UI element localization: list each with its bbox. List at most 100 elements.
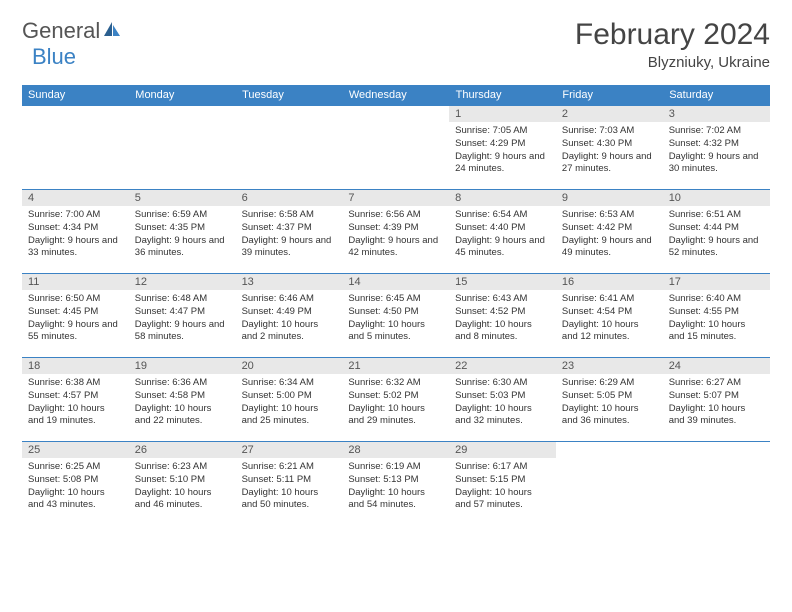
daylight-line: Daylight: 9 hours and 58 minutes.	[135, 319, 230, 345]
daylight-line: Daylight: 10 hours and 19 minutes.	[28, 403, 123, 429]
col-header: Thursday	[449, 85, 556, 106]
day-body: Sunrise: 6:50 AMSunset: 4:45 PMDaylight:…	[22, 290, 129, 347]
col-header: Monday	[129, 85, 236, 106]
daylight-line: Daylight: 10 hours and 50 minutes.	[242, 487, 337, 513]
sunset-line: Sunset: 5:08 PM	[28, 474, 123, 487]
calendar-cell: 3Sunrise: 7:02 AMSunset: 4:32 PMDaylight…	[663, 106, 770, 190]
page-title: February 2024	[575, 18, 770, 52]
daylight-line: Daylight: 9 hours and 55 minutes.	[28, 319, 123, 345]
sunset-line: Sunset: 4:54 PM	[562, 306, 657, 319]
daylight-line: Daylight: 10 hours and 32 minutes.	[455, 403, 550, 429]
sunset-line: Sunset: 4:35 PM	[135, 222, 230, 235]
daylight-line: Daylight: 9 hours and 42 minutes.	[348, 235, 443, 261]
daylight-line: Daylight: 9 hours and 49 minutes.	[562, 235, 657, 261]
day-body: Sunrise: 6:54 AMSunset: 4:40 PMDaylight:…	[449, 206, 556, 263]
sunrise-line: Sunrise: 6:29 AM	[562, 377, 657, 390]
calendar-cell	[22, 106, 129, 190]
sunset-line: Sunset: 4:29 PM	[455, 138, 550, 151]
sunset-line: Sunset: 4:45 PM	[28, 306, 123, 319]
sunrise-line: Sunrise: 6:25 AM	[28, 461, 123, 474]
day-body: Sunrise: 6:51 AMSunset: 4:44 PMDaylight:…	[663, 206, 770, 263]
day-number: 28	[342, 442, 449, 458]
day-number: 12	[129, 274, 236, 290]
day-body: Sunrise: 6:46 AMSunset: 4:49 PMDaylight:…	[236, 290, 343, 347]
daylight-line: Daylight: 9 hours and 27 minutes.	[562, 151, 657, 177]
day-number: 15	[449, 274, 556, 290]
sunset-line: Sunset: 4:40 PM	[455, 222, 550, 235]
location-label: Blyzniuky, Ukraine	[575, 54, 770, 71]
col-header: Saturday	[663, 85, 770, 106]
day-number: 14	[342, 274, 449, 290]
calendar-cell: 23Sunrise: 6:29 AMSunset: 5:05 PMDayligh…	[556, 358, 663, 442]
sunrise-line: Sunrise: 6:53 AM	[562, 209, 657, 222]
day-number: 26	[129, 442, 236, 458]
sunset-line: Sunset: 5:05 PM	[562, 390, 657, 403]
calendar-body: 1Sunrise: 7:05 AMSunset: 4:29 PMDaylight…	[22, 106, 770, 526]
sunrise-line: Sunrise: 7:03 AM	[562, 125, 657, 138]
day-number: 13	[236, 274, 343, 290]
sunset-line: Sunset: 5:13 PM	[348, 474, 443, 487]
day-body: Sunrise: 6:45 AMSunset: 4:50 PMDaylight:…	[342, 290, 449, 347]
daylight-line: Daylight: 10 hours and 39 minutes.	[669, 403, 764, 429]
sunset-line: Sunset: 4:57 PM	[28, 390, 123, 403]
calendar-cell: 24Sunrise: 6:27 AMSunset: 5:07 PMDayligh…	[663, 358, 770, 442]
day-body: Sunrise: 6:17 AMSunset: 5:15 PMDaylight:…	[449, 458, 556, 515]
sunset-line: Sunset: 5:03 PM	[455, 390, 550, 403]
sunrise-line: Sunrise: 6:48 AM	[135, 293, 230, 306]
col-header: Wednesday	[342, 85, 449, 106]
sunrise-line: Sunrise: 6:27 AM	[669, 377, 764, 390]
day-number: 8	[449, 190, 556, 206]
sunrise-line: Sunrise: 7:02 AM	[669, 125, 764, 138]
calendar-cell: 19Sunrise: 6:36 AMSunset: 4:58 PMDayligh…	[129, 358, 236, 442]
daylight-line: Daylight: 10 hours and 5 minutes.	[348, 319, 443, 345]
day-number: 5	[129, 190, 236, 206]
sunset-line: Sunset: 5:11 PM	[242, 474, 337, 487]
day-body: Sunrise: 6:36 AMSunset: 4:58 PMDaylight:…	[129, 374, 236, 431]
sunset-line: Sunset: 4:42 PM	[562, 222, 657, 235]
calendar-cell: 6Sunrise: 6:58 AMSunset: 4:37 PMDaylight…	[236, 190, 343, 274]
sunrise-line: Sunrise: 6:51 AM	[669, 209, 764, 222]
sunset-line: Sunset: 4:37 PM	[242, 222, 337, 235]
day-body: Sunrise: 6:29 AMSunset: 5:05 PMDaylight:…	[556, 374, 663, 431]
day-body: Sunrise: 6:56 AMSunset: 4:39 PMDaylight:…	[342, 206, 449, 263]
calendar-cell: 2Sunrise: 7:03 AMSunset: 4:30 PMDaylight…	[556, 106, 663, 190]
day-number: 21	[342, 358, 449, 374]
daylight-line: Daylight: 9 hours and 30 minutes.	[669, 151, 764, 177]
sunset-line: Sunset: 5:10 PM	[135, 474, 230, 487]
calendar-cell: 28Sunrise: 6:19 AMSunset: 5:13 PMDayligh…	[342, 442, 449, 526]
calendar-cell: 29Sunrise: 6:17 AMSunset: 5:15 PMDayligh…	[449, 442, 556, 526]
daylight-line: Daylight: 10 hours and 12 minutes.	[562, 319, 657, 345]
day-number: 22	[449, 358, 556, 374]
sunset-line: Sunset: 4:52 PM	[455, 306, 550, 319]
calendar-cell	[556, 442, 663, 526]
daylight-line: Daylight: 10 hours and 2 minutes.	[242, 319, 337, 345]
daylight-line: Daylight: 9 hours and 45 minutes.	[455, 235, 550, 261]
calendar-cell	[663, 442, 770, 526]
sunset-line: Sunset: 4:50 PM	[348, 306, 443, 319]
sunrise-line: Sunrise: 6:23 AM	[135, 461, 230, 474]
sunrise-line: Sunrise: 6:30 AM	[455, 377, 550, 390]
day-number: 23	[556, 358, 663, 374]
sunrise-line: Sunrise: 6:58 AM	[242, 209, 337, 222]
day-body: Sunrise: 6:58 AMSunset: 4:37 PMDaylight:…	[236, 206, 343, 263]
day-number: 27	[236, 442, 343, 458]
sunrise-line: Sunrise: 6:34 AM	[242, 377, 337, 390]
daylight-line: Daylight: 9 hours and 33 minutes.	[28, 235, 123, 261]
logo-text-1: General	[22, 18, 100, 44]
sunset-line: Sunset: 5:15 PM	[455, 474, 550, 487]
calendar-cell: 20Sunrise: 6:34 AMSunset: 5:00 PMDayligh…	[236, 358, 343, 442]
daylight-line: Daylight: 10 hours and 46 minutes.	[135, 487, 230, 513]
logo-text-2: Blue	[32, 44, 76, 70]
sunset-line: Sunset: 5:00 PM	[242, 390, 337, 403]
sunrise-line: Sunrise: 6:38 AM	[28, 377, 123, 390]
day-body: Sunrise: 6:59 AMSunset: 4:35 PMDaylight:…	[129, 206, 236, 263]
day-number: 16	[556, 274, 663, 290]
sunrise-line: Sunrise: 6:40 AM	[669, 293, 764, 306]
col-header: Sunday	[22, 85, 129, 106]
sunset-line: Sunset: 4:55 PM	[669, 306, 764, 319]
calendar-cell: 8Sunrise: 6:54 AMSunset: 4:40 PMDaylight…	[449, 190, 556, 274]
sunset-line: Sunset: 4:32 PM	[669, 138, 764, 151]
calendar-cell: 21Sunrise: 6:32 AMSunset: 5:02 PMDayligh…	[342, 358, 449, 442]
day-body: Sunrise: 6:53 AMSunset: 4:42 PMDaylight:…	[556, 206, 663, 263]
day-body: Sunrise: 7:03 AMSunset: 4:30 PMDaylight:…	[556, 122, 663, 179]
